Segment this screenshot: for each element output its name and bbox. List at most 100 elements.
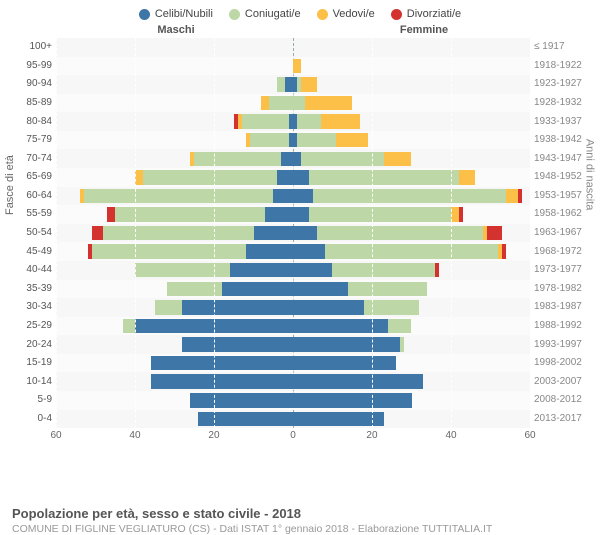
- bar-segment: [293, 356, 396, 370]
- birth-tick: 1973-1977: [534, 261, 588, 280]
- x-tick: 60: [524, 430, 535, 441]
- grid-line: [135, 38, 136, 428]
- age-tick: 85-89: [12, 94, 52, 113]
- x-tick: 20: [366, 430, 377, 441]
- bar-segment: [107, 207, 115, 221]
- birth-tick: 2003-2007: [534, 372, 588, 391]
- male-bar: [56, 300, 293, 314]
- male-bar: [56, 263, 293, 277]
- age-tick: 60-64: [12, 187, 52, 206]
- male-bar: [56, 282, 293, 296]
- bar-row: [56, 261, 530, 280]
- bar-row: [56, 131, 530, 150]
- female-bar: [293, 319, 530, 333]
- chart-subtitle: COMUNE DI FIGLINE VEGLIATURO (CS) - Dati…: [12, 523, 588, 535]
- male-bar: [56, 133, 293, 147]
- bar-segment: [293, 226, 317, 240]
- legend-swatch: [229, 9, 240, 20]
- bar-segment: [265, 207, 293, 221]
- bar-segment: [293, 412, 384, 426]
- age-tick: 30-34: [12, 298, 52, 317]
- birth-tick: 2013-2017: [534, 410, 588, 429]
- male-bar: [56, 356, 293, 370]
- x-tick: 0: [290, 430, 296, 441]
- female-bar: [293, 412, 530, 426]
- bar-segment: [305, 96, 352, 110]
- birth-tick: 1923-1927: [534, 75, 588, 94]
- bar-segment: [293, 263, 332, 277]
- bar-segment: [293, 244, 325, 258]
- female-bar: [293, 40, 530, 54]
- bar-segment: [194, 152, 281, 166]
- bar-row: [56, 149, 530, 168]
- female-bar: [293, 133, 530, 147]
- male-bar: [56, 374, 293, 388]
- age-tick: 45-49: [12, 242, 52, 261]
- male-bar: [56, 189, 293, 203]
- x-axis: 6040200204060: [56, 428, 530, 446]
- bar-row: [56, 410, 530, 429]
- age-tick: 20-24: [12, 335, 52, 354]
- legend-label: Vedovi/e: [333, 8, 375, 20]
- bar-segment: [332, 263, 435, 277]
- bar-row: [56, 242, 530, 261]
- bar-segment: [293, 207, 309, 221]
- bar-segment: [459, 207, 463, 221]
- rows-container: [56, 38, 530, 428]
- female-bar: [293, 77, 530, 91]
- x-tick: 40: [445, 430, 456, 441]
- x-tick: 40: [129, 430, 140, 441]
- bar-segment: [388, 319, 412, 333]
- birth-tick: 1968-1972: [534, 242, 588, 261]
- bar-row: [56, 94, 530, 113]
- bar-segment: [451, 207, 459, 221]
- legend-item: Coniugati/e: [229, 8, 301, 20]
- bar-segment: [103, 226, 253, 240]
- bar-row: [56, 187, 530, 206]
- age-tick: 15-19: [12, 354, 52, 373]
- bar-segment: [222, 282, 293, 296]
- legend-swatch: [317, 9, 328, 20]
- bar-segment: [92, 226, 104, 240]
- male-bar: [56, 393, 293, 407]
- bar-segment: [313, 189, 507, 203]
- age-tick: 25-29: [12, 317, 52, 336]
- bar-segment: [293, 337, 400, 351]
- bar-segment: [151, 374, 293, 388]
- bar-row: [56, 298, 530, 317]
- age-tick: 10-14: [12, 372, 52, 391]
- female-bar: [293, 189, 530, 203]
- age-tick: 80-84: [12, 112, 52, 131]
- birth-tick: 1918-1922: [534, 57, 588, 76]
- bar-row: [56, 38, 530, 57]
- bar-segment: [384, 152, 412, 166]
- population-pyramid-chart: Celibi/Nubili Coniugati/e Vedovi/e Divorzia…: [0, 0, 600, 500]
- bar-segment: [269, 96, 293, 110]
- bar-segment: [198, 412, 293, 426]
- bar-row: [56, 372, 530, 391]
- bar-row: [56, 280, 530, 299]
- legend-label: Divorziati/e: [407, 8, 461, 20]
- female-bar: [293, 374, 530, 388]
- plot-area: Fasce di età Anni di nascita 100+95-9990…: [12, 38, 588, 428]
- birth-axis: ≤ 19171918-19221923-19271928-19321933-19…: [530, 38, 588, 428]
- legend-item: Celibi/Nubili: [139, 8, 213, 20]
- birth-tick: 1993-1997: [534, 335, 588, 354]
- birth-tick: 1943-1947: [534, 149, 588, 168]
- birth-tick: 1948-1952: [534, 168, 588, 187]
- bar-segment: [242, 114, 289, 128]
- female-bar: [293, 152, 530, 166]
- bar-segment: [254, 226, 293, 240]
- grid-line: [530, 38, 531, 428]
- x-tick: 20: [208, 430, 219, 441]
- male-bar: [56, 412, 293, 426]
- bar-row: [56, 335, 530, 354]
- male-bar: [56, 96, 293, 110]
- legend-label: Coniugati/e: [245, 8, 301, 20]
- bar-segment: [317, 226, 483, 240]
- legend-label: Celibi/Nubili: [155, 8, 213, 20]
- grid-line: [214, 38, 215, 428]
- age-tick: 0-4: [12, 410, 52, 429]
- birth-tick: 1988-1992: [534, 317, 588, 336]
- bar-segment: [230, 263, 293, 277]
